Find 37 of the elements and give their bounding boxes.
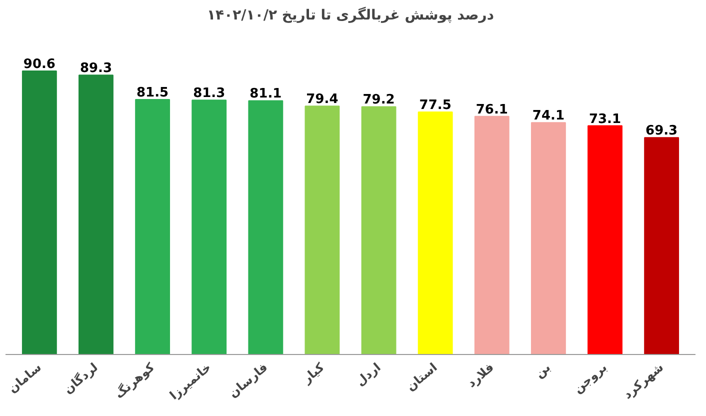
bar: [192, 100, 227, 354]
x-tick-label: شهرکرد: [620, 360, 666, 402]
data-label: 77.5: [419, 98, 452, 114]
data-label: 73.1: [588, 112, 622, 127]
bar: [418, 112, 453, 354]
chart-title: درصد پوشش غربالگری تا تاریخ ۱۴۰۲/۱۰/۲: [206, 6, 494, 24]
x-tick-label: بروجن: [570, 360, 610, 396]
data-label: 69.3: [646, 124, 678, 139]
x-tick-label: بن: [532, 360, 553, 381]
x-tick-label: فلارد: [464, 360, 496, 390]
x-tick-label: کیار: [299, 360, 327, 387]
data-label: 81.5: [136, 85, 169, 100]
bar: [474, 116, 510, 354]
data-label: 79.2: [362, 92, 395, 108]
bar: [135, 98, 170, 354]
bar: [588, 125, 622, 354]
bar: [530, 122, 566, 354]
data-label: 76.1: [476, 102, 508, 118]
bar: [304, 106, 340, 354]
x-tick-label: لردگان: [61, 360, 101, 397]
x-tick-label: کوهرنگ: [112, 360, 158, 402]
data-label: 89.3: [80, 61, 112, 76]
x-tick-label: خانمیرزا: [167, 360, 214, 402]
data-label: 74.1: [532, 108, 564, 124]
x-tick-label: سامان: [5, 360, 44, 396]
bar: [644, 137, 680, 354]
bar: [248, 100, 284, 354]
data-label: 81.1: [250, 86, 282, 102]
x-tick-label: اردل: [353, 360, 384, 389]
data-label: 79.4: [306, 92, 338, 108]
x-tick-label: فارسان: [226, 360, 270, 400]
bar: [361, 106, 396, 354]
data-label: 81.3: [193, 86, 226, 102]
bar: [78, 74, 114, 354]
data-label: 90.6: [23, 57, 56, 72]
x-tick-label: استان: [404, 360, 440, 394]
bar: [22, 70, 57, 354]
